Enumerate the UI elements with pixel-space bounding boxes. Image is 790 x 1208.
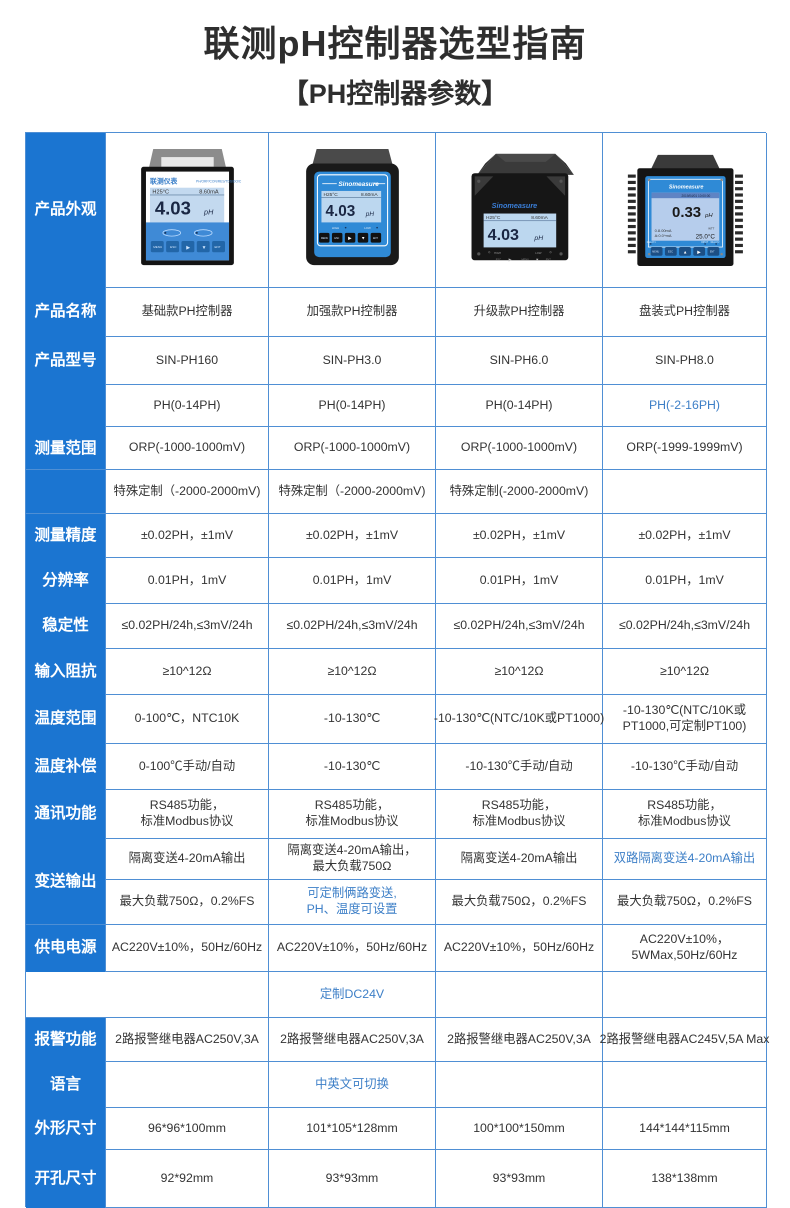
svg-text:ESC: ESC (668, 250, 673, 253)
svg-text:▲: ▲ (683, 249, 687, 254)
svg-text:ESC: ESC (495, 258, 500, 262)
svg-text:25.0°C: 25.0°C (695, 232, 715, 240)
svg-text:8.60mA: 8.60mA (360, 192, 377, 198)
svg-text:LOW: LOW (535, 251, 542, 255)
svg-text:ENT: ENT (373, 237, 378, 240)
svg-text:pH: pH (533, 235, 543, 242)
svg-text:MENU: MENU (153, 245, 162, 249)
svg-text:INPUT: INPUT (701, 241, 709, 244)
svg-text:LOW: LOW (364, 226, 371, 230)
svg-text:HIGH: HIGH (331, 226, 338, 230)
svg-text:HIGH: HIGH (494, 251, 501, 255)
svg-text:ENT: ENT (214, 245, 220, 249)
svg-text:4.03: 4.03 (487, 226, 518, 244)
svg-text:8.60mA: 8.60mA (199, 190, 219, 196)
svg-text:Sinomeasure: Sinomeasure (338, 181, 379, 188)
svg-text:ESC: ESC (170, 245, 177, 249)
svg-text:2019/04/01 10:00:00: 2019/04/01 10:00:00 (681, 194, 710, 198)
svg-text:MENU: MENU (521, 258, 529, 262)
svg-text:▼: ▼ (360, 236, 364, 241)
svg-text:Sinomeasure: Sinomeasure (668, 184, 703, 190)
svg-text:▶: ▶ (348, 236, 352, 241)
svg-text:H25°C: H25°C (152, 190, 169, 196)
svg-text:WTT: WTT (708, 226, 714, 230)
svg-text:Sinomeasure: Sinomeasure (491, 201, 537, 210)
svg-text:H25°C: H25°C (323, 192, 338, 198)
svg-text:4.03: 4.03 (154, 198, 190, 219)
svg-text:PH/ORP/CON/RES/TDS/DO/C: PH/ORP/CON/RES/TDS/DO/C (195, 180, 241, 184)
svg-text:RELAY1: RELAY1 (646, 241, 656, 244)
svg-text:▼: ▼ (535, 257, 539, 262)
svg-text:0.33: 0.33 (672, 204, 701, 221)
svg-text:4.03: 4.03 (325, 203, 355, 220)
svg-text:ENT: ENT (709, 250, 714, 253)
svg-text:ESC: ESC (334, 237, 339, 240)
svg-text:▶: ▶ (186, 245, 190, 251)
svg-text:RELAY2: RELAY2 (710, 241, 720, 244)
svg-text:pH: pH (203, 208, 214, 217)
svg-text:ENT: ENT (545, 258, 551, 262)
svg-text:H25°C: H25°C (486, 215, 501, 221)
svg-text:联测仪表: 联测仪表 (150, 177, 178, 186)
svg-text:8.60mA: 8.60mA (531, 215, 548, 221)
svg-text:MENU: MENU (321, 237, 328, 240)
svg-text:A:0.0^mA: A:0.0^mA (654, 233, 671, 238)
svg-text:pH: pH (364, 211, 374, 218)
svg-text:pH: pH (704, 213, 713, 219)
svg-text:MENU: MENU (652, 250, 659, 253)
svg-text:▼: ▼ (201, 246, 206, 251)
